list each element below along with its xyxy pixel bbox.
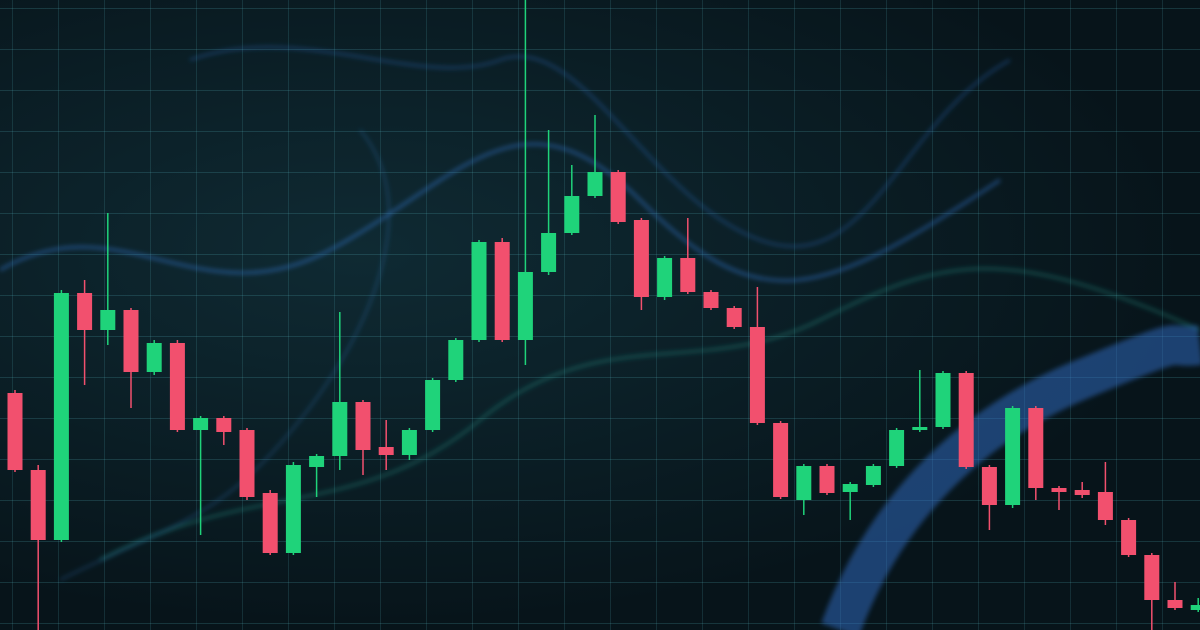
candle-body [77,293,93,330]
candle-body [7,393,23,470]
candle-body [749,327,765,423]
candle-body [193,418,209,430]
candle-body [262,493,278,553]
candle-body [448,340,464,380]
candle-body [1121,520,1137,555]
candle-body [633,220,649,297]
candle-body [889,430,905,466]
candle-body [239,430,255,497]
candle-body [494,242,510,340]
candle-body [401,430,417,455]
candle-body [1051,488,1067,492]
candle-body [309,456,325,467]
candle-body [332,402,348,456]
candle-body [169,343,185,430]
candle-body [355,402,371,450]
candle-body [819,466,835,493]
candle-body [425,380,441,430]
candle-body [285,465,301,553]
candle-body [100,310,116,330]
candle-body [471,242,487,340]
candle-body [123,310,139,372]
candle-body [1028,408,1044,488]
candle-body [1167,600,1183,608]
candle-body [1144,555,1160,600]
candle-body [564,196,580,233]
candle-body [1005,408,1021,505]
candle-body [726,308,742,327]
candle-body [680,258,696,292]
candle-body [146,343,162,372]
candle-body [1074,490,1090,495]
candle-body [517,272,533,340]
candle-body [378,447,394,455]
candle-body [657,258,673,297]
candle-body [30,470,46,540]
candle-body [703,292,719,308]
candle-body [935,373,951,427]
candle-body [53,293,69,540]
candle-body [1097,492,1113,520]
candle-body [773,423,789,497]
candle-body [587,172,603,196]
candle-body [865,466,881,485]
candle-body [216,418,232,432]
candle-body [958,373,974,467]
candle-body [796,466,812,500]
candle-body [912,427,928,430]
candle-body [1190,605,1200,610]
candle-body [610,172,626,222]
candle-body [541,233,557,272]
candle-body [842,484,858,492]
candle-body [981,467,997,505]
